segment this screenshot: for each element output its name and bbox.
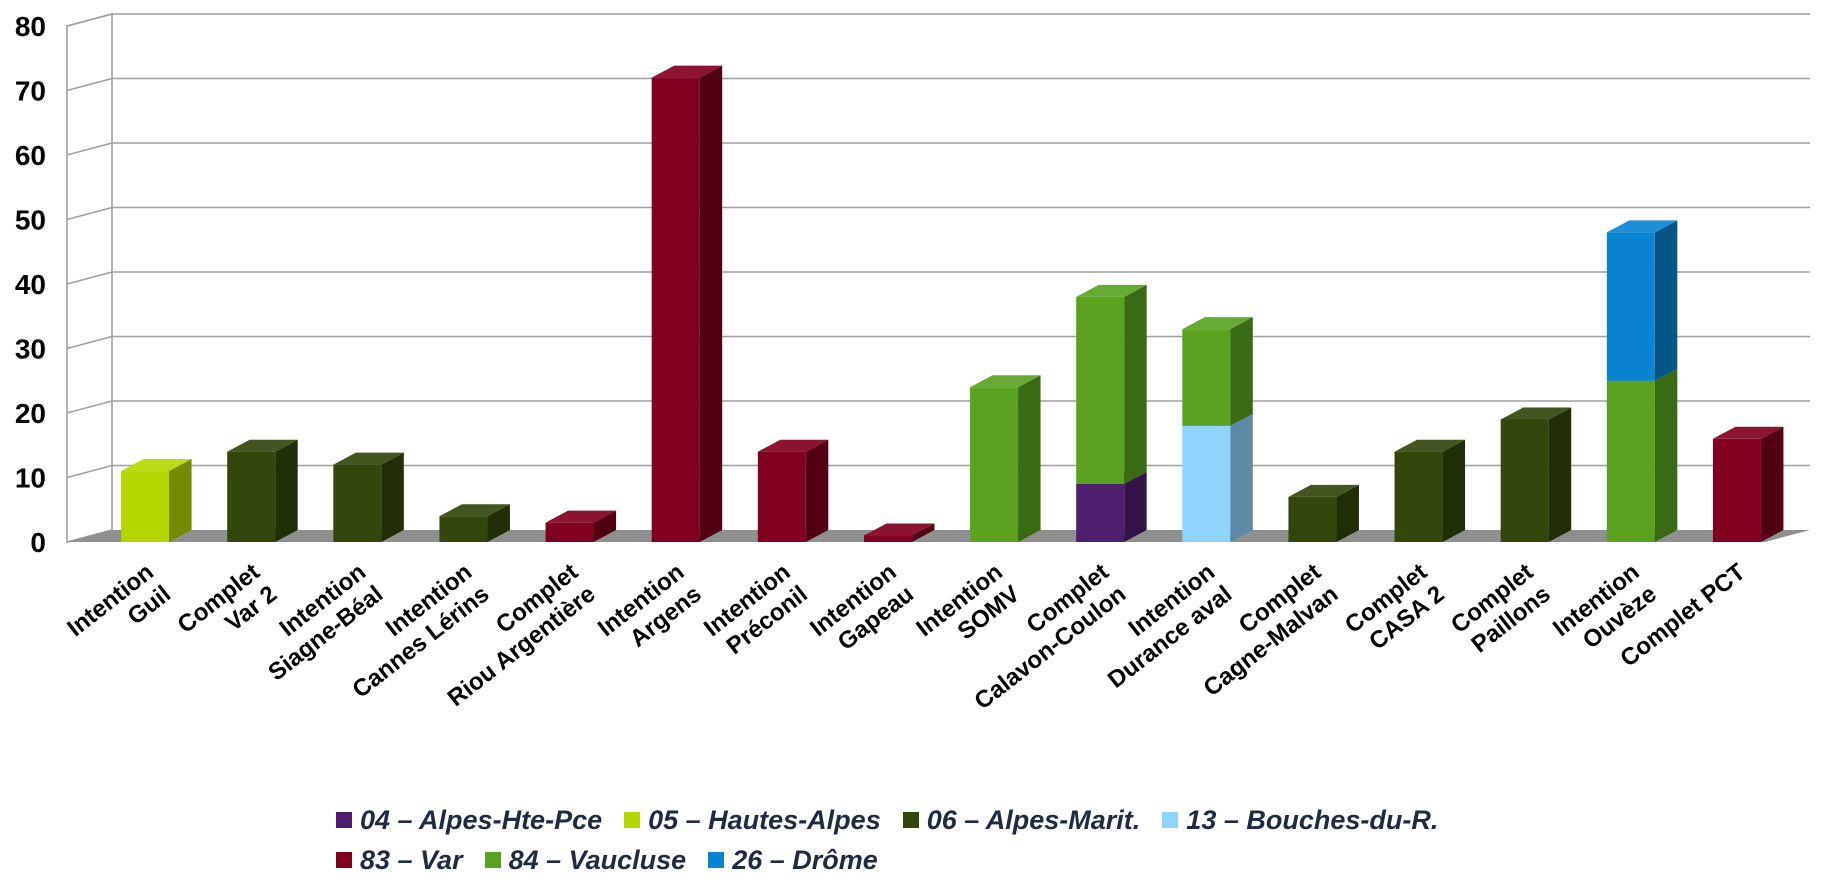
legend-item: 84 – Vaucluse	[484, 844, 687, 876]
y-tick-label: 0	[30, 527, 46, 558]
legend-label: 06 – Alpes-Marit.	[926, 804, 1141, 835]
gridline	[66, 77, 1810, 92]
bar-segment	[863, 523, 935, 542]
bar-segment	[1606, 368, 1678, 542]
bar-segment	[439, 504, 510, 542]
legend-label: 84 – Vaucluse	[508, 844, 687, 875]
x-tick-label: CompletCASA 2	[1340, 558, 1450, 660]
bar-segment	[1500, 407, 1572, 542]
bar-segment	[1606, 220, 1678, 381]
y-tick-label: 60	[15, 140, 46, 171]
legend-swatch	[336, 852, 352, 868]
legend-swatch	[902, 812, 919, 828]
chart-legend: 04 – Alpes-Hte-Pce 05 – Hautes-Alpes 06 – …	[336, 800, 1636, 880]
gridline	[66, 13, 1810, 27]
y-tick-label: 30	[15, 334, 46, 365]
y-tick-label: 10	[15, 463, 46, 494]
legend-swatch	[624, 812, 641, 828]
bar-segment	[651, 65, 723, 542]
x-tick-label: IntentionSOMV	[911, 558, 1025, 664]
chart-bars	[121, 65, 1784, 542]
legend-row: 04 – Alpes-Hte-Pce 05 – Hautes-Alpes 06 – …	[336, 800, 1636, 840]
bar-segment	[1394, 439, 1466, 542]
x-tick-label: IntentionGapeau	[805, 558, 919, 664]
gridline	[66, 142, 1810, 156]
legend-item: 05 – Hautes-Alpes	[624, 805, 881, 836]
legend-label: 83 – Var	[360, 844, 463, 875]
y-axis: 0 10 20 30 40 50 60 70 80	[15, 11, 46, 558]
legend-item: 83 – Var	[336, 845, 463, 876]
x-tick-label: CompletPaillons	[1446, 558, 1556, 660]
bar-segment	[1182, 317, 1253, 426]
x-tick-label: IntentionGuil	[62, 558, 176, 664]
bar-segment	[1712, 426, 1784, 542]
x-tick-label: CompletVar 2	[173, 558, 283, 660]
x-tick-label: IntentionArgens	[593, 558, 707, 664]
bar-segment	[545, 510, 617, 542]
legend-swatch	[708, 852, 725, 868]
legend-item: 06 – Alpes-Marit.	[902, 804, 1141, 836]
bar-segment	[227, 439, 298, 542]
gridline	[66, 206, 1810, 221]
legend-swatch	[336, 812, 352, 828]
bar-segment	[757, 439, 829, 542]
y-tick-label: 20	[15, 398, 46, 429]
y-tick-label: 80	[15, 11, 46, 42]
legend-label: 13 – Bouches-du-R.	[1186, 804, 1439, 835]
y-tick-label: 50	[15, 205, 46, 236]
legend-row: 83 – Var 84 – Vaucluse 26 – Drôme	[336, 840, 1636, 880]
gridline	[66, 335, 1810, 350]
y-tick-label: 40	[15, 269, 46, 300]
legend-label: 05 – Hautes-Alpes	[648, 804, 881, 835]
legend-item: 04 – Alpes-Hte-Pce	[336, 805, 602, 836]
bar-segment	[970, 375, 1041, 542]
legend-swatch	[484, 852, 501, 868]
legend-item: 26 – Drôme	[708, 845, 878, 876]
bar-segment	[121, 459, 192, 542]
bar-segment	[1288, 484, 1359, 542]
stacked-bar-chart: 0 10 20 30 40 50 60 70 80 IntentionGuilCompletVa…	[15, 11, 1810, 715]
y-tick-label: 70	[15, 76, 46, 107]
bar-segment	[1182, 413, 1253, 542]
bar-segment	[333, 452, 404, 542]
bar-segment	[1076, 284, 1147, 484]
legend-label: 04 – Alpes-Hte-Pce	[360, 804, 603, 835]
x-tick-label: IntentionPréconil	[699, 558, 813, 664]
legend-item: 13 – Bouches-du-R.	[1162, 805, 1438, 836]
legend-swatch	[1162, 812, 1179, 828]
gridline	[66, 271, 1810, 285]
legend-label: 26 – Drôme	[732, 844, 878, 875]
